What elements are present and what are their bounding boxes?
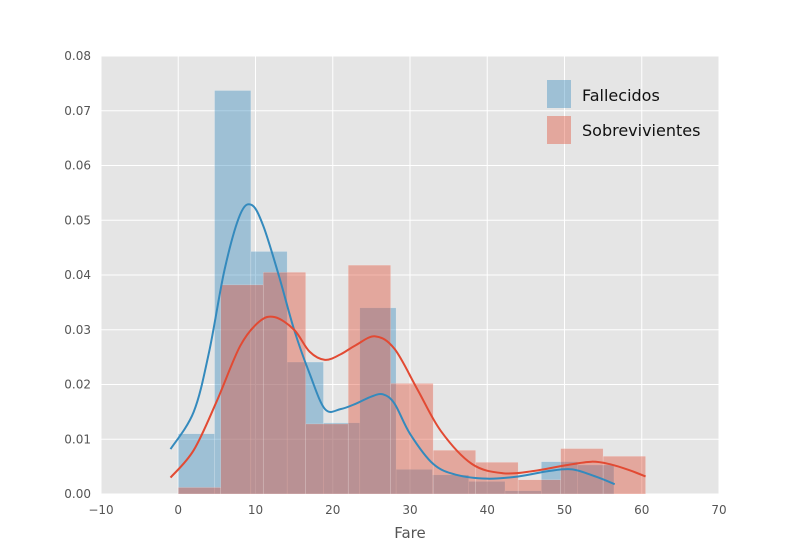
bars-sobrevivientes [178, 264, 646, 495]
y-tick-label: 0.04 [64, 268, 91, 282]
x-tick-label: 20 [325, 503, 340, 517]
legend-label-fallecidos: Fallecidos [582, 86, 660, 105]
y-tick-label: 0.06 [64, 159, 91, 173]
y-tick-label: 0.01 [64, 432, 91, 446]
legend-label-sobrevivientes: Sobrevivientes [582, 121, 700, 140]
y-tick-label: 0.05 [64, 213, 91, 227]
x-tick-label: 50 [557, 503, 572, 517]
x-tick-label: 0 [174, 503, 182, 517]
bar-sobrevivientes-0 [178, 487, 221, 495]
bar-sobrevivientes-10 [602, 455, 646, 495]
x-tick-label: 60 [634, 503, 649, 517]
bar-sobrevivientes-2 [262, 272, 306, 495]
bar-fallecidos-8 [468, 481, 506, 495]
kde-line-sobrevivientes [169, 315, 646, 479]
y-tick-label: 0.02 [64, 378, 91, 392]
bar-fallecidos-11 [577, 464, 615, 495]
grid-lines [100, 55, 720, 495]
x-tick-label: 10 [248, 503, 263, 517]
y-tick-label: 0.00 [64, 487, 91, 501]
x-axis-label: Fare [394, 524, 426, 542]
x-tick-label: 40 [480, 503, 495, 517]
kde-line-fallecidos [169, 203, 616, 486]
bar-fallecidos-6 [395, 469, 433, 495]
x-tick-labels: −10 0 10 20 30 40 50 60 70 [88, 503, 726, 517]
legend: Fallecidos Sobrevivientes [547, 80, 700, 144]
bar-fallecidos-7 [432, 474, 469, 495]
bar-sobrevivientes-5 [390, 383, 434, 495]
y-tick-label: 0.03 [64, 323, 91, 337]
bar-sobrevivientes-3 [305, 423, 349, 495]
y-tick-labels: 0.00 0.01 0.02 0.03 0.04 0.05 0.06 0.07 0.08 [64, 49, 91, 501]
y-tick-label: 0.07 [64, 104, 91, 118]
bar-sobrevivientes-4 [347, 264, 391, 495]
x-tick-label: −10 [88, 503, 113, 517]
x-tick-label: 30 [402, 503, 417, 517]
bar-sobrevivientes-8 [517, 479, 561, 495]
bar-sobrevivientes-1 [220, 284, 264, 495]
bar-fallecidos-9 [504, 490, 542, 495]
legend-swatch-sobrevivientes [547, 116, 571, 144]
bar-fallecidos-4 [323, 422, 361, 495]
legend-swatch-fallecidos [547, 80, 571, 108]
bar-fallecidos-2 [250, 251, 288, 495]
bar-sobrevivientes-6 [432, 449, 476, 495]
y-tick-label: 0.08 [64, 49, 91, 63]
x-tick-label: 70 [711, 503, 726, 517]
kde-lines [169, 203, 646, 486]
